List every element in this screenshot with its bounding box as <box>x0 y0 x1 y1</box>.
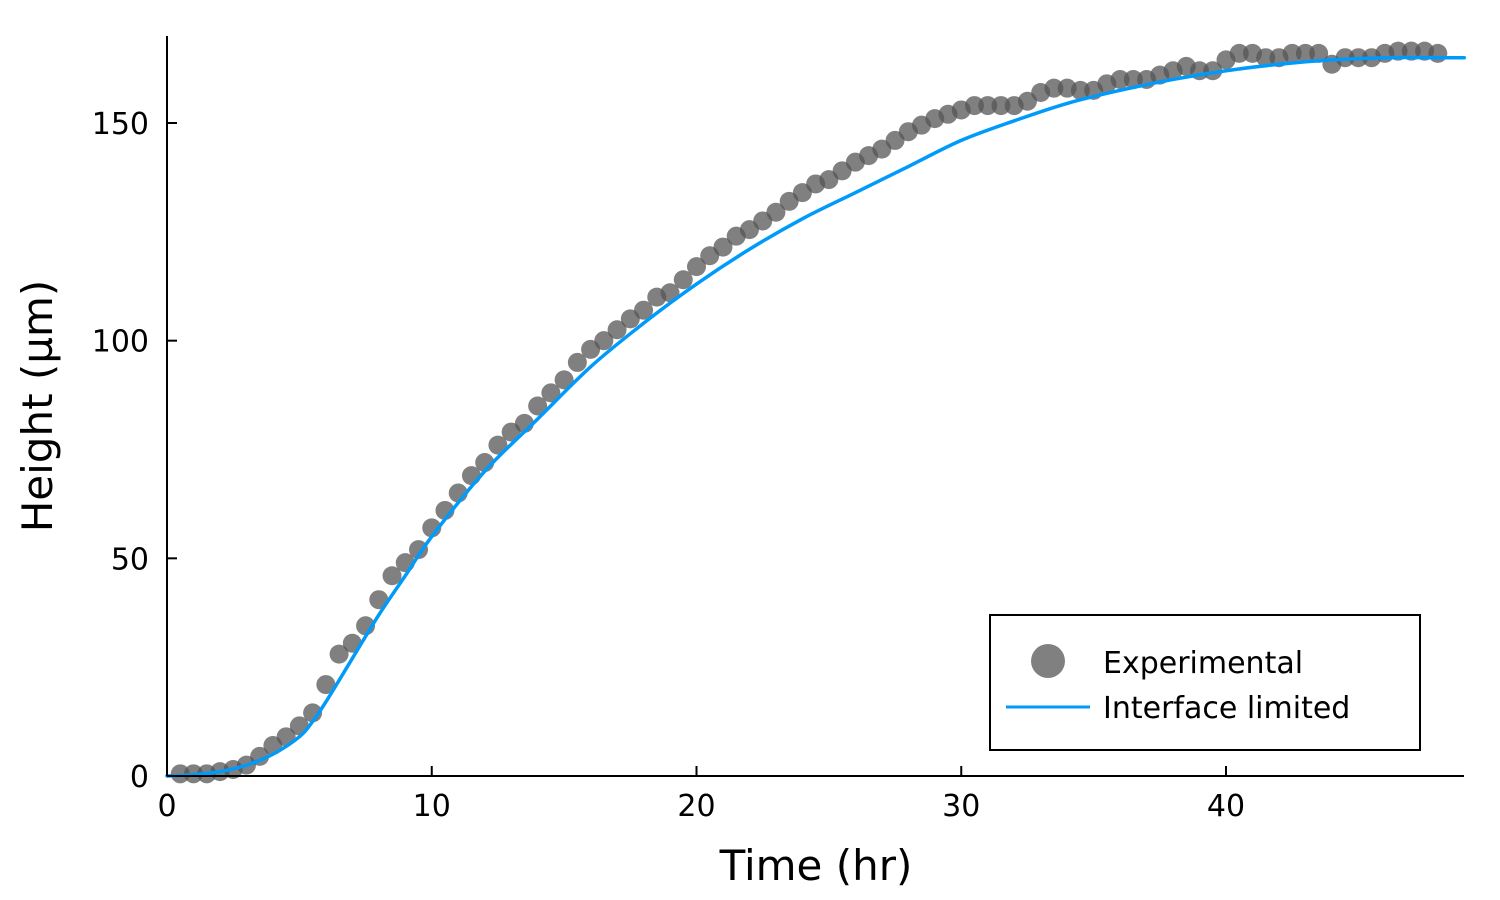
y-ticks: 0 50 100 150 <box>92 107 177 795</box>
x-axis-title: Time (hr) <box>719 841 913 890</box>
experimental-point <box>687 257 706 277</box>
experimental-point <box>1428 43 1448 63</box>
legend-label-experimental: Experimental <box>1103 646 1303 681</box>
legend-box <box>989 614 1421 751</box>
plot-area <box>165 41 1467 784</box>
y-tick-label: 50 <box>111 542 149 577</box>
experimental-point <box>1203 61 1223 81</box>
x-tick-label: 30 <box>942 789 980 824</box>
x-tick-label: 20 <box>677 789 715 824</box>
experimental-point <box>673 270 693 290</box>
legend-label-interface-limited: Interface limited <box>1103 691 1350 726</box>
experimental-point <box>554 370 574 390</box>
experimental-point <box>409 540 429 560</box>
experimental-point <box>634 300 654 320</box>
experimental-point <box>528 396 548 416</box>
experimental-point <box>1123 69 1143 89</box>
experimental-point <box>964 96 984 116</box>
y-axis-title: Height (µm) <box>13 280 62 533</box>
experimental-point <box>766 202 786 222</box>
experimental-point <box>594 331 614 351</box>
experimental-point <box>329 644 349 664</box>
x-tick-label: 10 <box>413 789 451 824</box>
experimental-point <box>1282 43 1302 63</box>
axes <box>166 36 1464 777</box>
experimental-point <box>1110 69 1130 89</box>
experimental-point <box>1070 80 1090 100</box>
y-tick-label: 0 <box>130 760 149 795</box>
experimental-point <box>978 96 998 116</box>
experimental-point <box>1309 43 1329 63</box>
experimental-point <box>369 590 389 610</box>
experimental-point <box>991 96 1011 116</box>
legend: Experimental Interface limited <box>989 614 1421 751</box>
experimental-point <box>713 237 733 257</box>
experimental-point <box>1044 78 1064 98</box>
experimental-point <box>382 566 402 586</box>
x-ticks: 0 10 20 30 40 <box>157 766 1245 824</box>
experimental-point <box>316 675 336 695</box>
experimental-point <box>567 352 587 372</box>
experimental-point <box>541 383 561 403</box>
x-tick-label: 40 <box>1207 789 1245 824</box>
interface-limited-line <box>165 55 1467 778</box>
experimental-point <box>607 320 627 340</box>
y-tick-label: 150 <box>92 107 149 142</box>
experimental-point <box>1295 43 1315 63</box>
experimental-point <box>1256 48 1276 68</box>
experimental-point <box>488 435 508 455</box>
legend-marker-experimental <box>1031 644 1065 678</box>
y-tick-label: 100 <box>92 325 149 360</box>
experimental-point <box>1229 43 1249 63</box>
x-tick-label: 0 <box>157 789 176 824</box>
